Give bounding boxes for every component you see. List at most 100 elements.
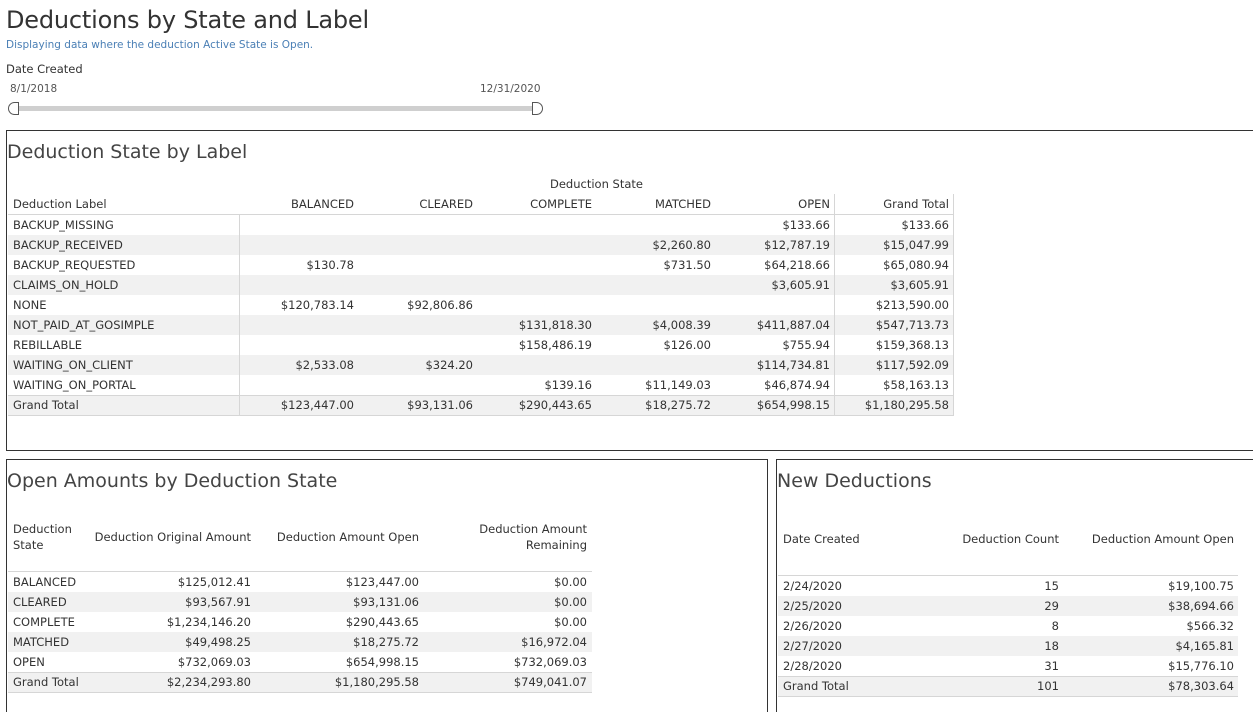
cell-remaining: $0.00 [554,575,587,589]
cell-value: $547,713.73 [875,318,949,332]
page-title: Deductions by State and Label [6,6,369,34]
slider-start-handle[interactable] [8,102,19,115]
cell-open: $290,443.65 [345,615,419,629]
cell-remaining: $732,069.03 [513,655,587,669]
row-state: OPEN [13,655,45,669]
cell-value: $139.16 [544,378,592,392]
cell-remaining: $16,972.04 [521,635,587,649]
table-bottom-line [8,692,592,693]
cell-open: $19,100.75 [1168,579,1234,593]
row-label: WAITING_ON_CLIENT [13,358,133,372]
slider-end-handle[interactable] [532,102,543,115]
column-header-cleared: CLEARED [419,197,473,211]
column-header-complete: COMPLETE [530,197,592,211]
row-label: NONE [13,298,47,312]
cell-value: $130.78 [306,258,354,272]
cell-value: $114,734.81 [756,358,830,372]
filter-label: Date Created [6,62,83,76]
filter-end-date[interactable]: 12/31/2020 [480,83,541,95]
cell-value: $133.66 [782,218,830,232]
filter-start-date[interactable]: 8/1/2018 [10,83,58,95]
cell-remaining: $0.00 [554,615,587,629]
cell-value: $58,163.13 [883,378,949,392]
cell-value: $18,275.72 [645,398,711,412]
deduction-state-header-line2: State [13,538,44,552]
open-amounts-title: Open Amounts by Deduction State [7,470,338,492]
amount-open-header: Deduction Amount Open [276,530,419,544]
deduction-state-header-line1: Deduction [13,522,72,536]
row-label: BACKUP_REQUESTED [13,258,136,272]
cell-value: $123,447.00 [280,398,354,412]
row-label: Grand Total [13,398,79,412]
original-amount-header: Deduction Original Amount [94,530,251,544]
column-header-open: OPEN [798,197,830,211]
row-band [8,315,954,335]
row-band [8,235,954,255]
cell-original: $93,567.91 [185,595,251,609]
grand-total-divider [8,672,592,673]
cell-value: $4,008.39 [652,318,711,332]
column-header-grand-total: Grand Total [883,197,949,211]
cell-value: $213,590.00 [875,298,949,312]
row-date: 2/26/2020 [783,619,842,633]
row-date: Grand Total [783,679,849,693]
cell-value: $92,806.86 [407,298,473,312]
cell-open: $38,694.66 [1168,599,1234,613]
row-state: CLEARED [13,595,67,609]
cell-value: $654,998.15 [756,398,830,412]
amount-remaining-header-line1: Deduction Amount [479,522,587,536]
cell-value: $731.50 [663,258,711,272]
cell-value: $3,605.91 [771,278,830,292]
row-label: BACKUP_MISSING [13,218,114,232]
open-amounts-panel: Open Amounts by Deduction State Deductio… [6,459,768,712]
cell-value: $117,592.09 [875,358,949,372]
header-divider [8,214,954,215]
cell-open: $1,180,295.58 [334,675,419,689]
row-band [8,275,954,295]
cell-count: 15 [1044,579,1059,593]
row-band [8,672,592,692]
deduction-label-header: Deduction Label [13,197,107,211]
row-label: NOT_PAID_AT_GOSIMPLE [13,318,155,332]
row-band [8,632,592,652]
cell-open: $654,998.15 [345,655,419,669]
cell-value: $411,887.04 [756,318,830,332]
state-by-label-panel: Deduction State by Label Deduction State… [6,130,1253,451]
cell-value: $290,443.65 [518,398,592,412]
grand-total-divider [778,676,1238,677]
cell-original: $49,498.25 [185,635,251,649]
cell-remaining: $0.00 [554,595,587,609]
cell-count: 31 [1044,659,1059,673]
date-range-slider[interactable] [14,106,540,111]
row-date: 2/27/2020 [783,639,842,653]
grand-total-col-divider [834,194,835,415]
cell-value: $120,783.14 [280,298,354,312]
row-state: COMPLETE [13,615,75,629]
cell-count: 8 [1051,619,1059,633]
label-divider [239,214,240,415]
cell-value: $64,218.66 [764,258,830,272]
row-band [778,676,1238,696]
cell-open: $78,303.64 [1168,679,1234,693]
cell-open: $566.32 [1186,619,1234,633]
amount-remaining-header-line2: Remaining [525,538,587,552]
cell-value: $12,787.19 [764,238,830,252]
cell-count: 18 [1044,639,1059,653]
deduction-state-header: Deduction State [550,177,643,191]
cell-value: $158,486.19 [518,338,592,352]
cell-value: $324.20 [425,358,473,372]
row-state: MATCHED [13,635,70,649]
cell-value: $755.94 [782,338,830,352]
row-band [8,355,954,375]
cell-value: $46,874.94 [764,378,830,392]
cell-value: $65,080.94 [883,258,949,272]
cell-value: $93,131.06 [407,398,473,412]
header-divider [8,571,592,572]
row-state: Grand Total [13,675,79,689]
header-divider [778,575,1238,576]
cell-value: $159,368.13 [875,338,949,352]
cell-value: $11,149.03 [645,378,711,392]
row-band [8,592,592,612]
row-state: BALANCED [13,575,77,589]
row-date: 2/25/2020 [783,599,842,613]
